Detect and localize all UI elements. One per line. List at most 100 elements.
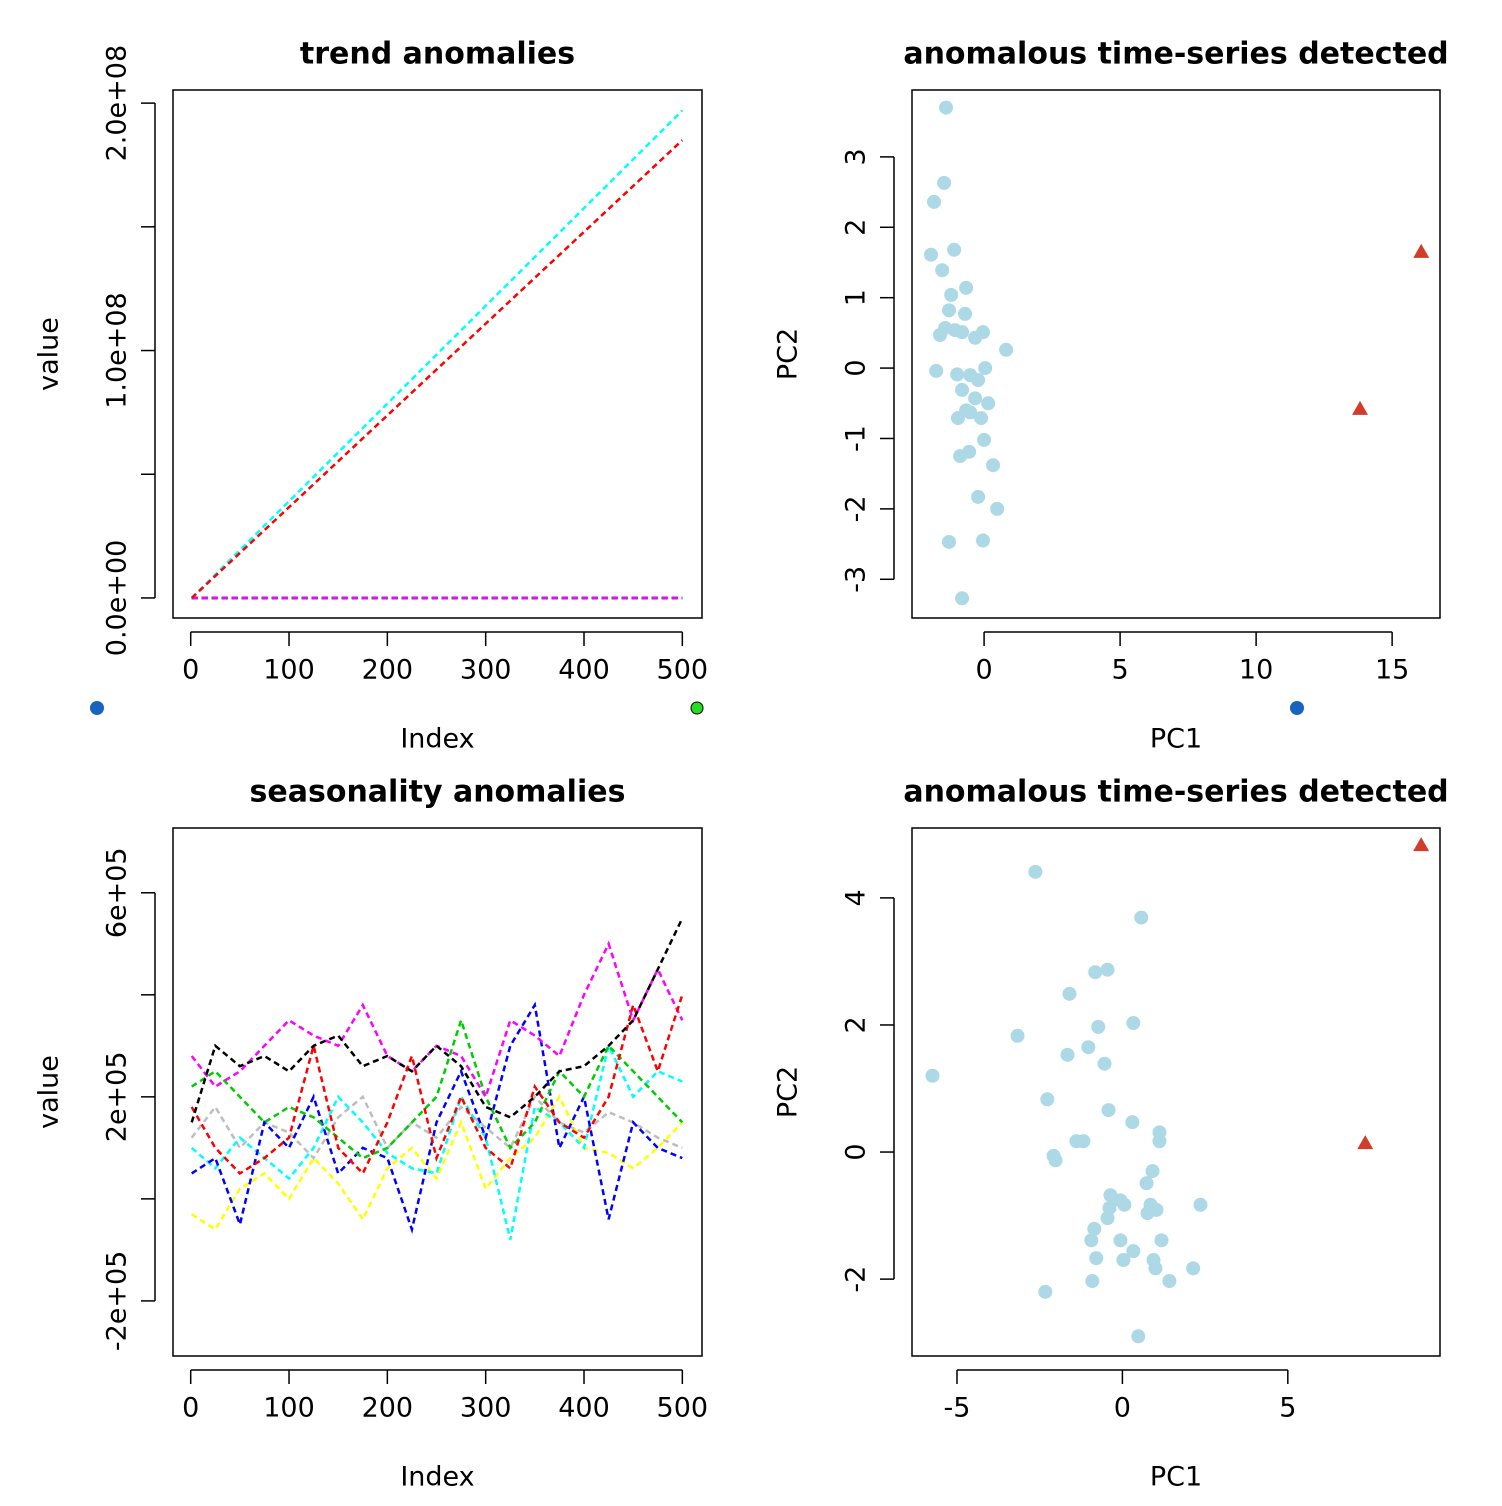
marker-dot — [90, 701, 104, 715]
point — [990, 501, 1005, 516]
x-axis-label: Index — [400, 724, 474, 755]
y-tick-label: 2e+05 — [102, 1051, 133, 1142]
y-tick-label: 2.0e+08 — [102, 45, 133, 162]
x-tick-label: 400 — [558, 1393, 610, 1424]
point — [971, 489, 986, 504]
point — [1087, 1221, 1102, 1236]
panel: anomalous time-series detected PC1 PC2 -5 0 5… — [773, 775, 1449, 1493]
point — [1040, 1092, 1055, 1107]
plot-frame — [172, 89, 703, 619]
x-tick-label: 5 — [1112, 655, 1129, 686]
data-line — [190, 994, 684, 1176]
y-tick-label: -2 — [841, 495, 872, 522]
point — [924, 247, 939, 262]
point — [933, 327, 948, 342]
point — [1125, 1115, 1140, 1130]
point — [1038, 1284, 1053, 1299]
point — [925, 1068, 940, 1083]
point — [971, 373, 986, 388]
point — [968, 391, 983, 406]
point — [939, 100, 954, 115]
point — [947, 242, 962, 257]
point — [955, 325, 970, 340]
x-tick-label: 0 — [1114, 1393, 1131, 1424]
point — [1010, 1028, 1025, 1043]
point — [1148, 1261, 1163, 1276]
point — [1117, 1197, 1132, 1212]
x-axis-label: PC1 — [1150, 1462, 1202, 1493]
point — [1126, 1244, 1141, 1259]
point — [1154, 1233, 1169, 1248]
x-tick-label: 300 — [460, 1393, 512, 1424]
point — [1101, 1103, 1116, 1118]
chart-title: seasonality anomalies — [250, 775, 626, 810]
point — [1145, 1164, 1160, 1179]
data-line — [190, 1042, 683, 1240]
x-tick-label: 100 — [263, 655, 315, 686]
point — [1088, 965, 1103, 980]
y-tick-label: 3 — [841, 148, 872, 165]
y-tick-label: 2 — [841, 219, 872, 236]
point — [955, 591, 970, 606]
x-tick-label: 10 — [1239, 655, 1273, 686]
x-tick-label: 5 — [1279, 1393, 1296, 1424]
y-tick-label: 6e+05 — [102, 847, 133, 938]
point — [1100, 1211, 1115, 1226]
y-axis-label: PC2 — [773, 1066, 804, 1118]
marker-dot — [1290, 701, 1304, 715]
y-tick-label: -2e+05 — [102, 1251, 133, 1352]
y-tick-label: 4 — [841, 889, 872, 906]
x-tick-label: 0 — [182, 655, 199, 686]
point — [937, 175, 952, 190]
x-tick-label: 500 — [657, 1393, 709, 1424]
point — [941, 303, 956, 318]
point — [1140, 1206, 1155, 1221]
point — [1091, 1019, 1106, 1034]
y-tick-label: -2 — [841, 1266, 872, 1293]
point — [1028, 864, 1043, 879]
point — [1193, 1197, 1208, 1212]
panel: trend anomalies Index value 0 100 200 300 400 50… — [34, 37, 709, 755]
x-tick-label: 15 — [1375, 655, 1409, 686]
point — [1152, 1134, 1167, 1149]
x-tick-label: 0 — [975, 655, 992, 686]
panel: seasonality anomalies Index value 0 100 200 30… — [34, 775, 709, 1493]
y-axis-label: value — [34, 1055, 65, 1129]
x-tick-label: 0 — [182, 1393, 199, 1424]
point — [1097, 1056, 1112, 1071]
x-tick-label: 500 — [657, 655, 709, 686]
y-axis-label: PC2 — [773, 328, 804, 380]
plot-frame — [911, 827, 1441, 1357]
chart-title: anomalous time-series detected — [903, 37, 1448, 72]
plot-frame — [172, 827, 703, 1357]
point — [944, 287, 959, 302]
point — [1352, 400, 1369, 415]
point — [950, 411, 965, 426]
point — [1062, 986, 1077, 1001]
plot-frame — [911, 89, 1441, 619]
point — [978, 361, 993, 376]
point — [1089, 1251, 1104, 1266]
point — [1060, 1047, 1075, 1062]
point — [1048, 1153, 1063, 1168]
data-line — [190, 1094, 683, 1161]
point — [927, 194, 942, 209]
point — [1413, 837, 1430, 852]
point — [968, 330, 983, 345]
chart-title: trend anomalies — [300, 37, 575, 72]
data-line — [190, 940, 684, 1100]
point — [958, 306, 973, 321]
point — [1131, 1329, 1146, 1344]
point — [929, 363, 944, 378]
point — [1100, 962, 1115, 977]
data-line — [191, 1001, 683, 1235]
point — [1085, 1274, 1100, 1289]
point — [1134, 910, 1149, 925]
point — [963, 405, 978, 420]
y-axis-label: value — [34, 317, 65, 391]
chart-title: anomalous time-series detected — [903, 775, 1448, 810]
x-tick-label: 400 — [558, 655, 610, 686]
